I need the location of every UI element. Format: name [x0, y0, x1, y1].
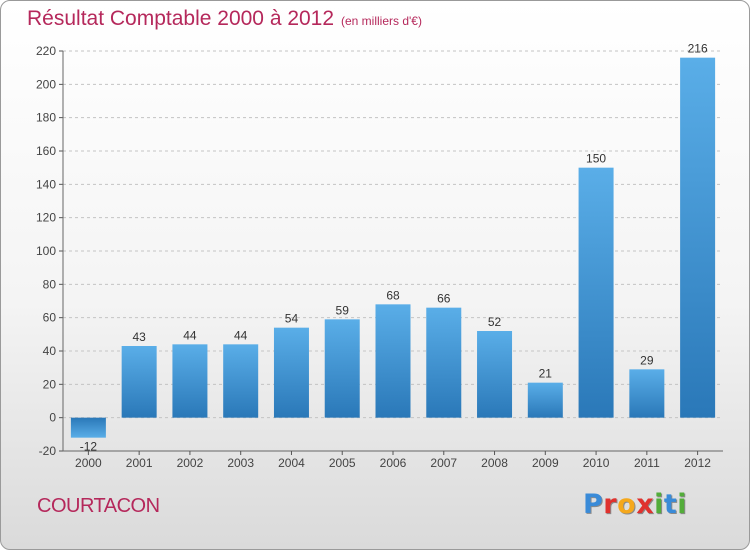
- y-tick-label: 200: [36, 77, 56, 91]
- bar: [121, 346, 157, 418]
- bar: [375, 304, 411, 418]
- bars: [70, 57, 716, 438]
- bar: [223, 344, 259, 418]
- bar: [578, 167, 614, 418]
- y-tick-label: 80: [43, 277, 57, 291]
- data-label: 43: [132, 330, 146, 344]
- logo-letter: x: [636, 489, 655, 520]
- x-tick-label: 2010: [583, 456, 610, 470]
- y-tick-label: 120: [36, 211, 56, 225]
- x-tick-label: 2012: [684, 456, 711, 470]
- proxiti-logo[interactable]: Proxiti: [583, 489, 687, 520]
- bar: [527, 382, 563, 418]
- bar: [273, 327, 309, 418]
- data-label: 52: [488, 315, 502, 329]
- bar: [324, 319, 360, 418]
- data-label: 44: [183, 328, 197, 342]
- y-tick-label: 100: [36, 244, 56, 258]
- x-tick-label: 2008: [481, 456, 508, 470]
- data-label: 21: [539, 367, 553, 381]
- data-label: 44: [234, 328, 248, 342]
- y-tick-label: -20: [39, 444, 57, 458]
- x-tick-label: 2001: [126, 456, 153, 470]
- x-tick-label: 2011: [634, 456, 660, 470]
- commune-name: COURTACON: [37, 495, 160, 517]
- bar: [629, 369, 665, 418]
- logo-letter: o: [617, 489, 637, 520]
- data-label: -12: [80, 440, 98, 454]
- x-tick-label: 2002: [177, 456, 204, 470]
- bar: [172, 344, 208, 418]
- data-label: 68: [386, 288, 400, 302]
- chart-title: Résultat Comptable 2000 à 2012: [27, 7, 335, 30]
- x-tick-label: 2007: [430, 456, 457, 470]
- x-tick-label: 2004: [278, 456, 305, 470]
- x-tick-label: 2006: [380, 456, 407, 470]
- logo-letter: t: [663, 489, 678, 520]
- x-tick-label: 2003: [227, 456, 254, 470]
- logo-letter: i: [654, 489, 664, 520]
- data-label: 216: [688, 42, 708, 56]
- logo-letter: P: [583, 489, 604, 520]
- x-tick-label: 2000: [75, 456, 102, 470]
- y-tick-label: 40: [43, 344, 57, 358]
- x-tick-label: 2005: [329, 456, 356, 470]
- data-label: 54: [285, 312, 299, 326]
- bar: [477, 331, 513, 418]
- bar: [680, 57, 716, 418]
- axes: -20 0 20 40 60 80 100 120 140 160 180 200 220 2000 200…: [36, 44, 723, 470]
- logo-letter: i: [677, 489, 688, 520]
- data-label: 59: [336, 303, 350, 317]
- bar: [426, 307, 462, 418]
- y-tick-label: 220: [36, 44, 56, 58]
- logo-letter: r: [603, 489, 618, 520]
- data-label: 66: [437, 292, 451, 306]
- chart-subtitle: (en milliers d'€): [341, 14, 422, 28]
- data-label: 29: [640, 353, 654, 367]
- x-tick-label: 2009: [532, 456, 559, 470]
- y-tick-label: 160: [36, 144, 56, 158]
- y-tick-label: 180: [36, 111, 56, 125]
- data-label: 150: [586, 152, 606, 166]
- data-labels: -12 43 44 44 54 59 68 66 52 21 150 29 216: [80, 42, 708, 454]
- y-tick-label: 140: [36, 177, 56, 191]
- y-tick-label: 0: [49, 411, 56, 425]
- y-tick-label: 60: [43, 311, 57, 325]
- bar: [70, 417, 106, 438]
- y-tick-label: 20: [43, 377, 57, 391]
